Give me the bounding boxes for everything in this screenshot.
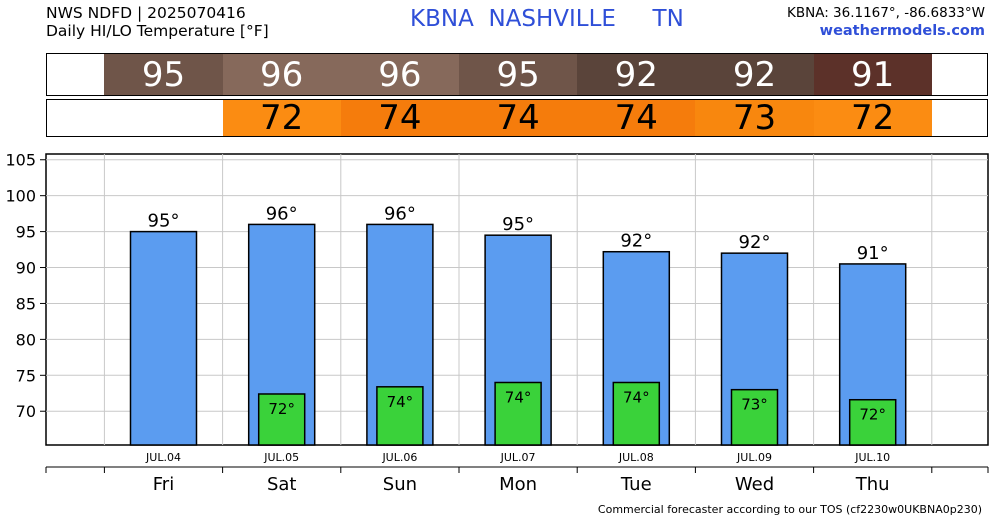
- high-temp-cell: 96: [340, 54, 459, 95]
- y-tick-label: 95: [16, 223, 36, 242]
- high-temp-cell: 92: [577, 54, 696, 95]
- coords-label: KBNA: 36.1167°, -86.6833°W: [786, 5, 985, 21]
- high-temp-bar: [129, 230, 198, 446]
- low-temp-bar: [730, 388, 779, 446]
- low-temp-cell: 72: [222, 98, 341, 138]
- x-tick-label: JUL.10: [854, 451, 890, 464]
- x-tick-label: JUL.09: [736, 451, 772, 464]
- low-temp-bar: [848, 398, 897, 446]
- day-label: Mon: [499, 474, 537, 495]
- y-tick-label: 100: [5, 187, 36, 206]
- source-label: NWS NDFD | 2025070416: [46, 4, 246, 22]
- high-temp-label: 91°: [857, 243, 889, 264]
- day-label: Thu: [855, 474, 890, 495]
- low-temp-label: 74°: [505, 388, 532, 406]
- site-link[interactable]: weathermodels.com: [819, 23, 985, 39]
- city-name: NASHVILLE: [488, 6, 616, 32]
- chart-title: Daily HI/LO Temperature [°F]: [46, 22, 269, 40]
- low-temp-label: 74°: [387, 393, 414, 411]
- high-temp-cell: 91: [813, 54, 932, 95]
- high-temp-strip: 95 96 96 95 92 92 91: [46, 53, 988, 96]
- header-right: KBNA: 36.1167°, -86.6833°W weathermodels…: [787, 4, 985, 40]
- x-tick-label: JUL.07: [500, 451, 536, 464]
- y-tick-label: 75: [16, 366, 36, 385]
- low-temp-cell: 74: [577, 98, 696, 138]
- high-temp-label: 92°: [739, 232, 771, 253]
- high-temp-label: 96°: [266, 203, 298, 224]
- low-temp-bar: [257, 393, 306, 446]
- y-tick-label: 105: [5, 151, 36, 170]
- low-temp-bar: [612, 381, 661, 446]
- low-temp-label: 72°: [859, 406, 886, 424]
- header-left: NWS NDFD | 2025070416 Daily HI/LO Temper…: [46, 4, 269, 40]
- day-label: Tue: [620, 474, 652, 495]
- y-tick-label: 80: [16, 330, 36, 349]
- x-tick-label: JUL.08: [618, 451, 654, 464]
- high-temp-cell: 95: [459, 54, 578, 95]
- y-tick-label: 85: [16, 294, 36, 313]
- high-temp-cell: 96: [222, 54, 341, 95]
- low-temp-cell: 74: [459, 98, 578, 138]
- low-temp-cell: 73: [695, 98, 814, 138]
- x-tick-label: JUL.04: [145, 451, 181, 464]
- low-temp-strip: 72 74 74 74 73 72: [46, 98, 988, 138]
- high-temp-label: 96°: [384, 203, 416, 224]
- station-code: KBNA: [410, 6, 474, 32]
- location-title: KBNA NASHVILLE TN: [410, 6, 684, 32]
- footer-note: Commercial forecaster according to our T…: [597, 503, 982, 516]
- y-tick-label: 90: [16, 259, 36, 278]
- high-temp-label: 92°: [620, 231, 652, 252]
- high-temp-cell: 92: [695, 54, 814, 95]
- low-temp-bar: [494, 381, 542, 446]
- x-tick-label: JUL.05: [263, 451, 299, 464]
- low-temp-cell: 74: [340, 98, 459, 138]
- low-temp-bar: [376, 386, 424, 446]
- high-temp-label: 95°: [148, 211, 180, 232]
- day-label: Sat: [267, 474, 297, 495]
- high-temp-cell: 95: [104, 54, 223, 95]
- low-temp-label: 72°: [268, 400, 295, 418]
- high-temp-label: 95°: [502, 214, 534, 235]
- day-label: Fri: [153, 474, 174, 495]
- low-temp-label: 73°: [741, 396, 768, 414]
- y-tick-label: 70: [16, 402, 36, 421]
- low-temp-cell: 72: [813, 98, 932, 138]
- x-tick-label: JUL.06: [381, 451, 417, 464]
- day-label: Sun: [383, 474, 417, 495]
- state-code: TN: [652, 6, 684, 32]
- day-label: Wed: [735, 474, 774, 495]
- low-temp-label: 74°: [623, 388, 650, 406]
